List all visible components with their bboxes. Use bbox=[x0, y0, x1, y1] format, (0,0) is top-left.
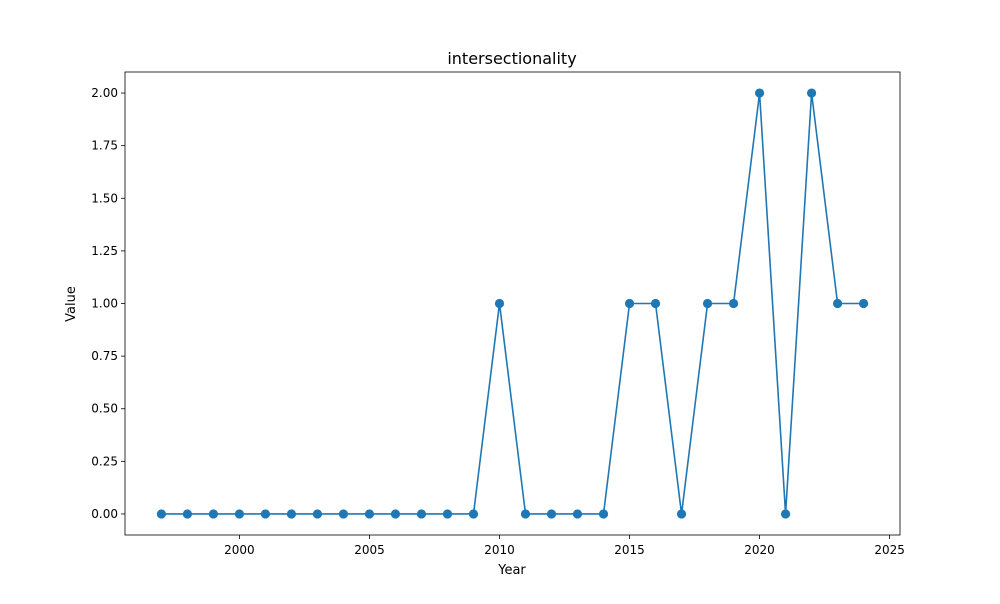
data-point bbox=[286, 509, 297, 519]
y-tick-label: 1.75 bbox=[91, 139, 118, 153]
data-point bbox=[468, 509, 479, 519]
data-point bbox=[676, 509, 687, 519]
data-point bbox=[520, 509, 531, 519]
data-point bbox=[806, 88, 817, 98]
data-point bbox=[208, 509, 219, 519]
data-point bbox=[728, 298, 739, 309]
data-point bbox=[754, 88, 765, 98]
data-point bbox=[494, 298, 505, 309]
series-line bbox=[161, 92, 864, 515]
y-tick-label: 1.50 bbox=[91, 191, 118, 205]
x-tick-label: 2000 bbox=[224, 543, 255, 557]
data-point bbox=[546, 509, 557, 519]
data-point bbox=[416, 509, 427, 519]
data-point bbox=[650, 298, 661, 309]
data-point bbox=[156, 509, 167, 519]
y-tick-label: 1.25 bbox=[91, 244, 118, 258]
data-point bbox=[312, 509, 323, 519]
data-point bbox=[572, 509, 583, 519]
data-point bbox=[260, 509, 271, 519]
y-tick-label: 2.00 bbox=[91, 86, 118, 100]
data-point bbox=[364, 509, 375, 519]
data-point bbox=[832, 298, 843, 309]
y-tick-label: 0.00 bbox=[91, 507, 118, 521]
x-axis-label: Year bbox=[497, 563, 526, 578]
data-point bbox=[780, 509, 791, 519]
series-layer bbox=[156, 88, 869, 519]
data-point bbox=[182, 509, 193, 519]
data-point bbox=[442, 509, 453, 519]
data-point bbox=[390, 509, 401, 519]
data-point bbox=[234, 509, 245, 519]
y-tick-label: 0.25 bbox=[91, 454, 118, 468]
data-point bbox=[702, 298, 713, 309]
y-tick-label: 0.50 bbox=[91, 402, 118, 416]
data-point bbox=[624, 298, 635, 309]
y-axis-label: Value bbox=[64, 286, 79, 322]
x-tick-label: 2015 bbox=[614, 543, 645, 557]
x-tick-label: 2010 bbox=[484, 543, 515, 557]
data-point bbox=[858, 298, 869, 309]
data-point bbox=[598, 509, 609, 519]
y-tick-label: 0.75 bbox=[91, 349, 118, 363]
x-tick-label: 2020 bbox=[744, 543, 775, 557]
chart-title: intersectionality bbox=[447, 49, 576, 68]
y-tick-label: 1.00 bbox=[91, 297, 118, 311]
axes-layer: 2000 2005 2010 2015 2020 2025 0.00 0.25 0.50 0.75… bbox=[91, 71, 905, 557]
x-tick-label: 2005 bbox=[354, 543, 385, 557]
x-tick-label: 2025 bbox=[874, 543, 905, 557]
data-point bbox=[338, 509, 349, 519]
